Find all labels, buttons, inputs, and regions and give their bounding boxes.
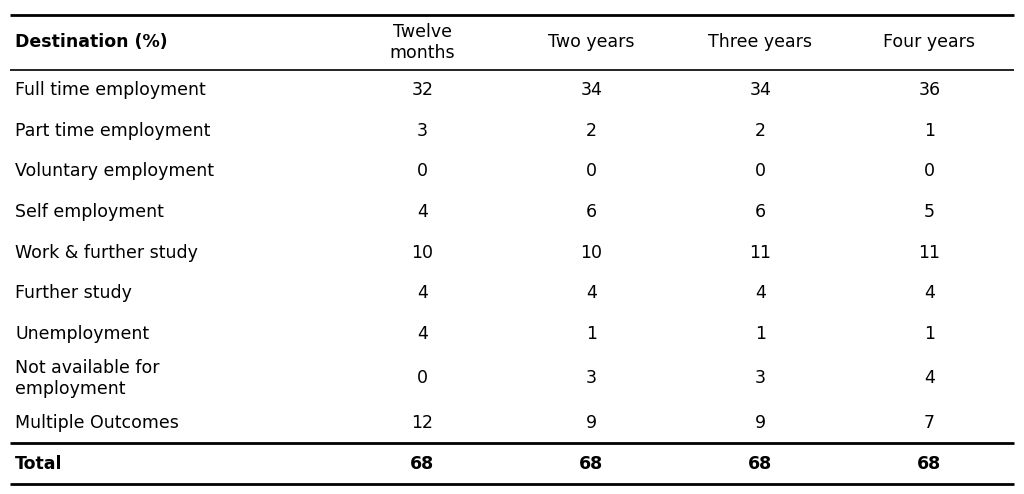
Text: 9: 9 [755, 414, 766, 432]
Text: Work & further study: Work & further study [15, 244, 199, 261]
Text: 0: 0 [924, 162, 935, 180]
Text: 4: 4 [417, 203, 428, 221]
Text: 12: 12 [412, 414, 433, 432]
Text: 1: 1 [924, 325, 935, 343]
Text: 3: 3 [586, 370, 597, 387]
Text: 6: 6 [755, 203, 766, 221]
Text: 10: 10 [581, 244, 602, 261]
Text: Three years: Three years [709, 33, 812, 51]
Text: Total: Total [15, 455, 62, 473]
Text: 5: 5 [924, 203, 935, 221]
Text: 0: 0 [417, 162, 428, 180]
Text: 34: 34 [750, 81, 771, 99]
Text: 11: 11 [750, 244, 771, 261]
Text: 2: 2 [586, 122, 597, 140]
Text: Self employment: Self employment [15, 203, 164, 221]
Text: Twelve
months: Twelve months [389, 23, 456, 62]
Text: 4: 4 [924, 284, 935, 302]
Text: 34: 34 [581, 81, 602, 99]
Text: 0: 0 [755, 162, 766, 180]
Text: Four years: Four years [884, 33, 975, 51]
Text: 9: 9 [586, 414, 597, 432]
Text: 36: 36 [919, 81, 940, 99]
Text: 68: 68 [580, 455, 603, 473]
Text: 4: 4 [755, 284, 766, 302]
Text: 1: 1 [586, 325, 597, 343]
Text: 4: 4 [417, 325, 428, 343]
Text: Not available for
employment: Not available for employment [15, 359, 160, 398]
Text: 3: 3 [417, 122, 428, 140]
Text: 1: 1 [924, 122, 935, 140]
Text: 4: 4 [924, 370, 935, 387]
Text: 3: 3 [755, 370, 766, 387]
Text: 4: 4 [417, 284, 428, 302]
Text: Multiple Outcomes: Multiple Outcomes [15, 414, 179, 432]
Text: 68: 68 [749, 455, 772, 473]
Text: 0: 0 [417, 370, 428, 387]
Text: 68: 68 [918, 455, 941, 473]
Text: 68: 68 [411, 455, 434, 473]
Text: 32: 32 [412, 81, 433, 99]
Text: Voluntary employment: Voluntary employment [15, 162, 214, 180]
Text: 10: 10 [412, 244, 433, 261]
Text: 1: 1 [755, 325, 766, 343]
Text: Two years: Two years [548, 33, 635, 51]
Text: 2: 2 [755, 122, 766, 140]
Text: 4: 4 [586, 284, 597, 302]
Text: 6: 6 [586, 203, 597, 221]
Text: 7: 7 [924, 414, 935, 432]
Text: 0: 0 [586, 162, 597, 180]
Text: 11: 11 [919, 244, 940, 261]
Text: Further study: Further study [15, 284, 132, 302]
Text: Destination (%): Destination (%) [15, 33, 168, 51]
Text: Unemployment: Unemployment [15, 325, 150, 343]
Text: Part time employment: Part time employment [15, 122, 211, 140]
Text: Full time employment: Full time employment [15, 81, 206, 99]
